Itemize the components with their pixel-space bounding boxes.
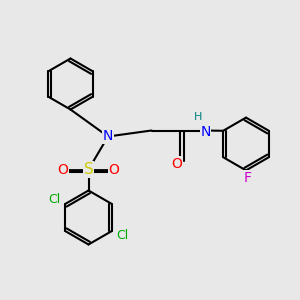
Text: O: O — [58, 163, 68, 176]
Text: O: O — [172, 157, 182, 170]
Text: Cl: Cl — [116, 229, 128, 242]
Text: F: F — [244, 171, 251, 185]
Text: H: H — [194, 112, 202, 122]
Text: N: N — [103, 130, 113, 143]
Text: S: S — [84, 162, 93, 177]
Text: N: N — [200, 125, 211, 139]
Text: O: O — [109, 163, 119, 176]
Text: Cl: Cl — [49, 193, 61, 206]
